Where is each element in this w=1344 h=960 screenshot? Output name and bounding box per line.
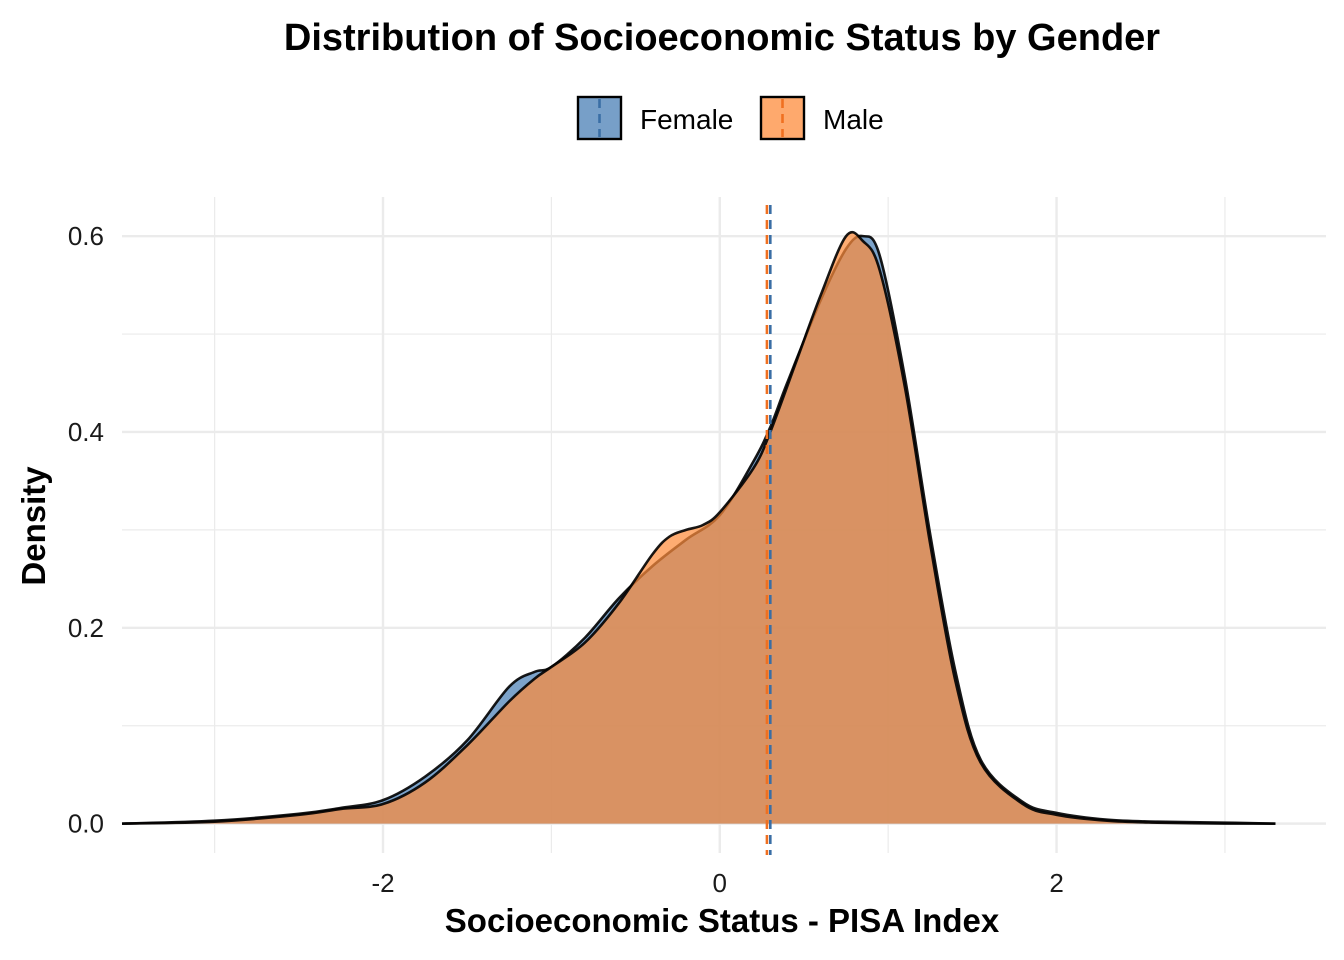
density-areas (121, 230, 1276, 825)
y-tick-label: 0.6 (68, 221, 104, 251)
density-outline-female (121, 234, 1276, 825)
y-tick-label: 0.4 (68, 417, 104, 447)
chart-title: Distribution of Socioeconomic Status by … (284, 17, 1160, 59)
x-axis-ticks: -2 0 2 (371, 868, 1063, 898)
legend-label-female: Female (640, 104, 733, 135)
x-tick-label: 0 (713, 868, 727, 898)
y-axis-title: Density (15, 466, 52, 586)
x-tick-label: 2 (1049, 868, 1063, 898)
legend: Female Male (576, 95, 884, 141)
x-axis-title: Socioeconomic Status - PISA Index (445, 902, 1000, 939)
x-tick-label: -2 (371, 868, 394, 898)
legend-label-male: Male (823, 104, 884, 135)
y-tick-label: 0.2 (68, 613, 104, 643)
y-axis-ticks: 0.0 0.2 0.4 0.6 (68, 221, 104, 838)
mean-lines (765, 205, 772, 855)
density-outline-male (121, 230, 1276, 825)
y-tick-label: 0.0 (68, 809, 104, 839)
